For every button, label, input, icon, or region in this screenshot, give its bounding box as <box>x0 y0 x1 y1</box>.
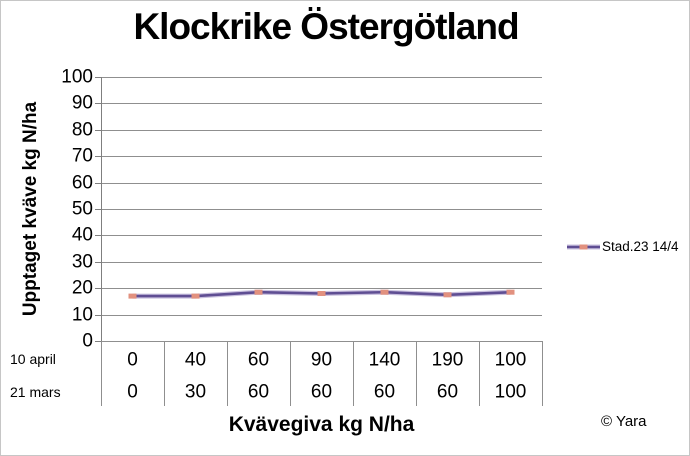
data-series-plot <box>128 289 515 299</box>
table-cell: 60 <box>373 381 396 403</box>
table-cell: 190 <box>431 349 464 371</box>
y-tick-label-90: 90 <box>71 92 93 114</box>
y-tick-20 <box>95 288 102 290</box>
table-cell: 60 <box>436 381 459 403</box>
table-row-label-10-april: 10 april <box>10 351 56 367</box>
series-marker <box>506 289 515 295</box>
table-column-separator <box>290 341 291 406</box>
y-tick-label-50: 50 <box>71 198 93 220</box>
table-cell: 30 <box>184 381 207 403</box>
y-tick-30 <box>95 261 102 263</box>
gridline-80 <box>101 129 542 131</box>
series-marker <box>380 289 389 295</box>
gridline-20 <box>101 288 542 290</box>
gridline-70 <box>101 156 542 158</box>
y-tick-80 <box>95 129 102 131</box>
table-cell: 60 <box>247 381 270 403</box>
y-tick-label-70: 70 <box>71 145 93 167</box>
table-cell: 90 <box>310 349 333 371</box>
table-cell: 0 <box>127 349 138 371</box>
chart-title: Klockrike Östergötland <box>133 6 519 47</box>
x-axis-title: Kvävegiva kg N/ha <box>228 413 415 436</box>
table-column-separator <box>101 341 102 406</box>
y-tick-label-100: 100 <box>61 66 93 88</box>
gridline-40 <box>101 235 542 237</box>
table-cell: 100 <box>494 349 527 371</box>
series-marker <box>443 292 452 298</box>
y-tick-label-20: 20 <box>71 277 93 299</box>
gridline-60 <box>101 182 542 184</box>
legend-line-marker-icon <box>567 244 600 249</box>
gridline-10 <box>101 314 542 316</box>
y-axis-line <box>101 77 102 341</box>
table-cell: 140 <box>368 349 401 371</box>
y-tick-label-0: 0 <box>82 330 93 352</box>
y-tick-label-30: 30 <box>71 251 93 273</box>
y-tick-label-10: 10 <box>71 304 93 326</box>
y-tick-60 <box>95 182 102 184</box>
y-tick-label-60: 60 <box>71 172 93 194</box>
gridline-0 <box>101 341 542 342</box>
legend-series-label: Stad.23 14/4 <box>602 239 679 254</box>
series-marker <box>128 293 137 299</box>
table-cell: 0 <box>127 381 138 403</box>
table-column-separator <box>542 341 543 406</box>
legend: Stad.23 14/4 <box>567 239 679 254</box>
series-marker <box>254 289 263 295</box>
table-column-separator <box>227 341 228 406</box>
y-tick-10 <box>95 314 102 316</box>
gridline-100 <box>101 77 542 78</box>
series-marker <box>191 293 200 299</box>
y-tick-90 <box>95 103 102 105</box>
table-cell: 60 <box>310 381 333 403</box>
y-tick-label-40: 40 <box>71 224 93 246</box>
table-cell: 40 <box>184 349 207 371</box>
y-tick-label-80: 80 <box>71 119 93 141</box>
gridline-90 <box>101 103 542 105</box>
series-marker <box>317 291 326 296</box>
y-tick-100 <box>95 77 102 78</box>
y-tick-0 <box>95 341 102 342</box>
table-column-separator <box>164 341 165 406</box>
table-column-separator <box>416 341 417 406</box>
y-tick-40 <box>95 235 102 237</box>
gridline-50 <box>101 209 542 210</box>
copyright-text: © Yara <box>601 413 647 430</box>
table-column-separator <box>353 341 354 406</box>
table-row-label-21-mars: 21 mars <box>10 384 61 400</box>
table-cell: 100 <box>494 381 527 403</box>
gridline-30 <box>101 261 542 263</box>
table-column-separator <box>479 341 480 406</box>
y-tick-50 <box>95 209 102 210</box>
table-cell: 60 <box>247 349 270 371</box>
y-tick-70 <box>95 156 102 158</box>
